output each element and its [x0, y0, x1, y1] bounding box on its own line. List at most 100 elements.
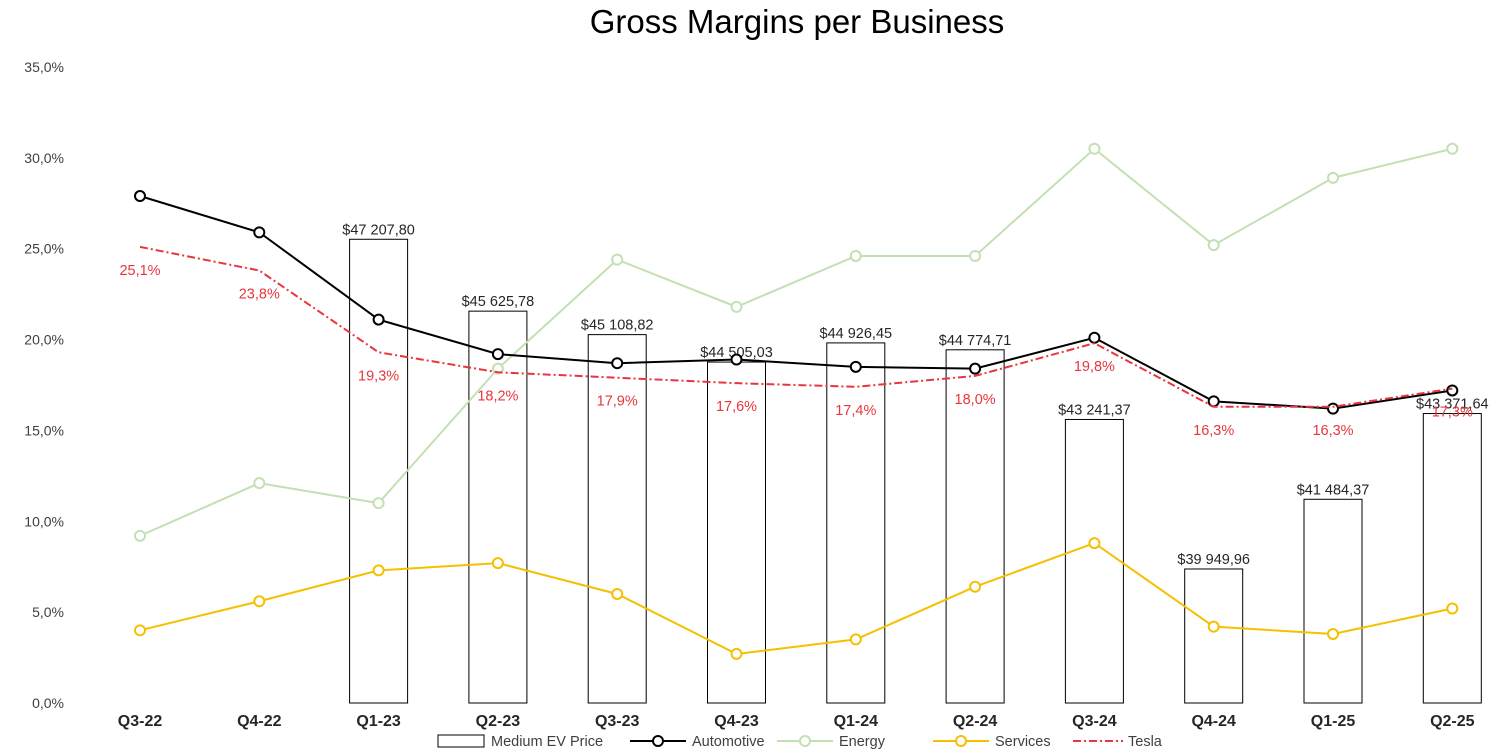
chart-legend: Medium EV Price Automotive Energy Services T…	[437, 734, 1163, 750]
x-axis-ticks: Q3-22 Q4-22 Q1-23 Q2-23 Q3-23 Q4-23 Q1-24 Q2-24…	[118, 713, 1475, 730]
bar-label-q2-23: $45 625,78	[462, 294, 535, 310]
legend-swatch	[437, 734, 485, 748]
x-tick-q1-23: Q1-23	[356, 713, 401, 730]
point-services-q4-22	[253, 595, 266, 608]
point-energy-q4-22	[253, 477, 266, 490]
bar-label-q2-24: $44 774,71	[939, 333, 1012, 349]
legend-label: Medium EV Price	[491, 734, 603, 750]
bar-q4-23	[707, 361, 766, 704]
bar-q1-24	[826, 342, 886, 704]
legend-marker	[652, 735, 664, 747]
y-tick-label: 5,0%	[32, 604, 64, 620]
point-automotive-q4-22	[253, 226, 266, 239]
point-services-q1-23	[372, 564, 385, 577]
line-series	[134, 142, 1459, 660]
point-energy-q4-24	[1207, 239, 1220, 252]
y-tick-label: 10,0%	[24, 513, 64, 529]
x-tick-q4-24: Q4-24	[1191, 713, 1236, 730]
tesla-value-labels: 25,1% 23,8% 19,3% 18,2% 17,9% 17,6% 17,4% 18,0%…	[119, 263, 1473, 439]
point-services-q3-23	[611, 587, 624, 600]
chart-title: Gross Margins per Business	[590, 3, 1004, 40]
point-services-q4-24	[1207, 620, 1220, 633]
x-tick-q4-22: Q4-22	[237, 713, 282, 730]
x-tick-q4-23: Q4-23	[714, 713, 759, 730]
point-energy-q2-24	[969, 249, 982, 262]
legend-automotive: Automotive	[630, 734, 765, 750]
point-energy-q1-25	[1327, 171, 1339, 184]
bar-series-medium-ev-price	[349, 238, 1482, 704]
legend-energy: Energy	[777, 734, 886, 750]
point-services-q2-25	[1446, 602, 1459, 615]
x-tick-q3-23: Q3-23	[595, 713, 640, 730]
bar-label-q1-23: $47 207,80	[342, 222, 415, 238]
x-tick-q1-24: Q1-24	[834, 713, 879, 730]
x-tick-q3-24: Q3-24	[1072, 713, 1117, 730]
tesla-label-q1-24: 17,4%	[835, 403, 876, 419]
point-automotive-q3-24	[1088, 331, 1101, 344]
tesla-label-q2-23: 18,2%	[477, 388, 518, 404]
point-automotive-q1-25	[1327, 402, 1339, 415]
point-energy-q3-24	[1088, 142, 1101, 155]
y-axis-ticks: 0,0% 5,0% 10,0% 15,0% 20,0% 25,0% 30,0% 35,0%	[24, 59, 64, 711]
x-tick-q2-24: Q2-24	[953, 713, 998, 730]
y-tick-label: 25,0%	[24, 241, 64, 257]
point-automotive-q2-24	[969, 362, 982, 375]
series-tesla	[139, 245, 1453, 408]
y-tick-label: 35,0%	[24, 59, 64, 75]
y-tick-label: 20,0%	[24, 332, 64, 348]
bar-label-q4-23: $44 505,03	[700, 345, 773, 361]
series-line-services	[139, 541, 1453, 655]
bar-label-q1-25: $41 484,37	[1297, 482, 1370, 498]
series-automotive	[134, 190, 1459, 415]
x-tick-q2-25: Q2-25	[1430, 713, 1475, 730]
legend-label: Tesla	[1128, 734, 1163, 750]
tesla-label-q1-25: 16,3%	[1312, 423, 1353, 439]
point-automotive-q3-22	[134, 190, 146, 203]
y-tick-label: 0,0%	[32, 695, 64, 711]
point-services-q3-24	[1088, 537, 1101, 550]
bar-q1-25	[1303, 498, 1363, 704]
series-line-tesla	[139, 245, 1453, 408]
tesla-label-q3-24: 19,8%	[1074, 359, 1115, 375]
tesla-label-q4-24: 16,3%	[1193, 423, 1234, 439]
point-services-q2-24	[969, 580, 982, 593]
x-tick-q2-23: Q2-23	[476, 713, 521, 730]
bar-q2-25	[1422, 413, 1482, 704]
point-automotive-q1-24	[849, 360, 862, 373]
legend-marker	[955, 735, 967, 747]
bar-q2-24	[945, 349, 1005, 704]
point-services-q1-25	[1327, 627, 1339, 640]
tesla-label-q4-22: 23,8%	[239, 287, 280, 303]
series-line-energy	[139, 147, 1453, 537]
bar-label-q4-24: $39 949,96	[1177, 552, 1250, 568]
tesla-label-q4-23: 17,6%	[716, 399, 757, 415]
series-line-automotive	[139, 195, 1453, 410]
x-tick-q1-25: Q1-25	[1311, 713, 1356, 730]
tesla-label-q2-25: 17,3%	[1432, 405, 1473, 421]
bar-q3-24	[1064, 418, 1124, 704]
tesla-label-q2-24: 18,0%	[955, 392, 996, 408]
legend-label: Energy	[839, 734, 886, 750]
point-energy-q3-22	[134, 529, 146, 542]
tesla-label-q3-23: 17,9%	[597, 394, 638, 410]
series-services	[134, 537, 1459, 660]
bar-q3-23	[587, 334, 647, 704]
bar-q1-23	[349, 238, 409, 704]
point-automotive-q3-23	[611, 357, 624, 370]
x-tick-q3-22: Q3-22	[118, 713, 163, 730]
point-services-q1-24	[849, 633, 862, 646]
point-services-q3-22	[134, 624, 146, 637]
legend-tesla: Tesla	[1073, 734, 1163, 750]
tesla-label-q3-22: 25,1%	[119, 263, 160, 279]
point-energy-q1-23	[372, 497, 385, 510]
bar-value-labels: $47 207,80 $45 625,78 $45 108,82 $44 505,03…	[342, 222, 1488, 568]
point-automotive-q1-23	[372, 313, 385, 326]
legend-marker	[799, 735, 811, 747]
point-services-q4-23	[730, 647, 743, 660]
bar-label-q3-24: $43 241,37	[1058, 402, 1131, 418]
point-energy-q4-23	[730, 300, 743, 313]
bar-label-q1-24: $44 926,45	[820, 326, 893, 342]
bar-label-q3-23: $45 108,82	[581, 318, 654, 334]
point-services-q2-23	[491, 557, 504, 570]
